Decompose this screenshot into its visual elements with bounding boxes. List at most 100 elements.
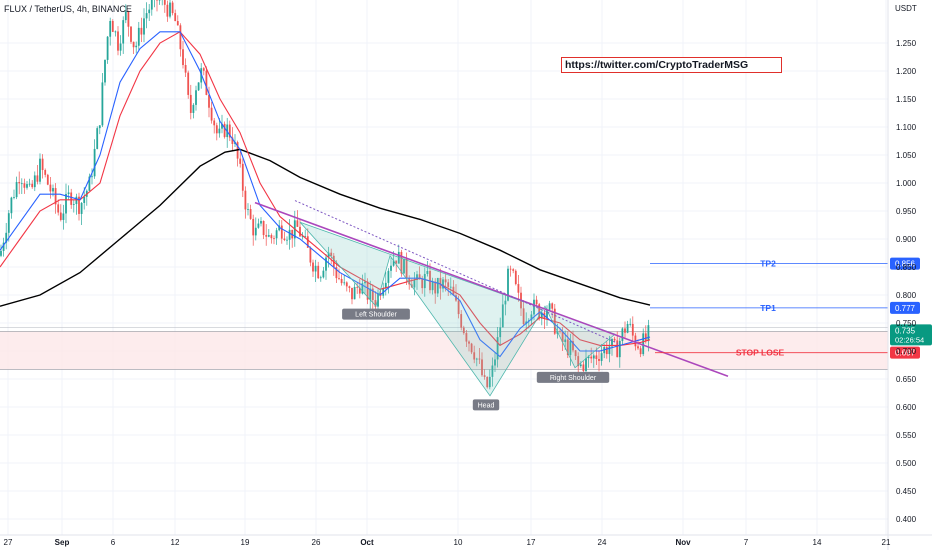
candle-body — [595, 355, 598, 359]
candle-body — [335, 267, 338, 279]
chart-background-layer — [0, 0, 888, 535]
price-tag: 0.697 — [895, 349, 916, 358]
x-tick-label: Oct — [360, 538, 374, 547]
x-tick-label: 12 — [171, 538, 180, 547]
x-tick-label: 24 — [598, 538, 607, 547]
ma-200-line — [0, 148, 651, 307]
candle-body — [176, 21, 179, 26]
candle-body — [423, 273, 426, 289]
candle-body — [280, 225, 283, 239]
pattern-label-box — [472, 399, 500, 411]
candle-body — [278, 225, 281, 231]
candle-body — [15, 182, 18, 198]
candle-body — [41, 158, 44, 171]
candle-body — [330, 252, 333, 256]
candle-body — [91, 176, 93, 178]
candle-body — [559, 330, 561, 332]
price-tag-box — [890, 257, 920, 270]
candle-body — [184, 65, 187, 73]
candle-body — [260, 220, 262, 224]
twitter-link-annotation[interactable]: https://twitter.com/CryptoTraderMSG — [561, 57, 782, 73]
candle-body — [353, 286, 356, 300]
candle-body — [124, 11, 127, 21]
candle-body — [65, 193, 67, 214]
pattern-label: Head — [478, 402, 495, 409]
candle-body — [444, 279, 447, 283]
y-tick-label: 0.950 — [896, 207, 917, 216]
candle-body — [475, 358, 478, 360]
candle-body — [83, 196, 86, 203]
candle-body — [364, 281, 366, 284]
x-tick-label: 17 — [527, 538, 536, 547]
current-price-box — [890, 324, 932, 346]
candle-body — [345, 282, 348, 287]
candle-body — [244, 190, 247, 210]
candle-body — [358, 287, 361, 294]
candle-body — [150, 0, 153, 10]
candle-body — [88, 176, 91, 191]
y-tick-label: 0.450 — [896, 487, 917, 496]
candle-body — [501, 304, 504, 328]
candle-body — [114, 31, 117, 33]
candle-body — [96, 128, 99, 149]
candle-body — [10, 197, 13, 214]
candle-body — [421, 279, 424, 289]
candle-body — [439, 277, 442, 289]
x-tick-label: Sep — [55, 538, 70, 547]
candle-body — [351, 287, 353, 300]
y-tick-label: 0.550 — [896, 431, 917, 440]
candle-body — [371, 288, 374, 301]
candle-body — [582, 364, 585, 372]
candle-body — [400, 251, 403, 274]
candle-body — [499, 327, 502, 338]
candle-body — [569, 341, 572, 355]
candle-body — [228, 124, 231, 138]
candle-body — [637, 346, 639, 349]
candle-body — [140, 27, 143, 35]
candle-body — [343, 282, 346, 284]
candle-body — [405, 258, 408, 279]
candle-body — [338, 278, 340, 279]
candle-body — [273, 238, 275, 239]
candle-body — [322, 270, 325, 278]
candle-body — [23, 183, 26, 188]
candle-body — [384, 282, 387, 289]
candle-body — [93, 148, 96, 177]
y-tick-label: 1.100 — [896, 123, 917, 132]
y-tick-label: 0.850 — [896, 263, 917, 272]
symbol-title[interactable]: FLUX / TetherUS, 4h, BINANCE — [4, 4, 132, 14]
candle-body — [5, 232, 8, 243]
price-tag-box — [890, 346, 920, 359]
candle-body — [70, 192, 73, 205]
candle-body — [533, 299, 535, 315]
level-label: TP2 — [760, 259, 776, 269]
candle-body — [618, 340, 621, 358]
x-tick-label: 14 — [813, 538, 822, 547]
x-tick-label: 7 — [744, 538, 749, 547]
candle-body — [509, 268, 512, 270]
candle-body — [478, 358, 481, 360]
level-label: TP1 — [760, 303, 776, 313]
candle-body — [18, 182, 21, 184]
y-tick-label: 0.900 — [896, 235, 917, 244]
candle-body — [613, 338, 616, 341]
pattern-label: Right Shoulder — [550, 375, 597, 382]
candle-body — [418, 274, 421, 280]
candle-body — [548, 303, 551, 310]
candle-body — [119, 43, 122, 51]
candle-body — [546, 309, 548, 319]
candle-body — [369, 288, 372, 300]
candle-body — [67, 192, 70, 194]
candle-body — [309, 247, 312, 263]
candle-body — [288, 229, 291, 240]
y-tick-label: 0.400 — [896, 515, 917, 524]
candle-body — [642, 333, 645, 355]
candle-body — [174, 13, 177, 22]
candle-body — [621, 328, 624, 341]
candle-body — [496, 337, 499, 360]
candle-body — [504, 300, 507, 305]
candle-body — [577, 356, 580, 367]
candle-body — [574, 350, 577, 357]
candle-body — [210, 107, 213, 121]
